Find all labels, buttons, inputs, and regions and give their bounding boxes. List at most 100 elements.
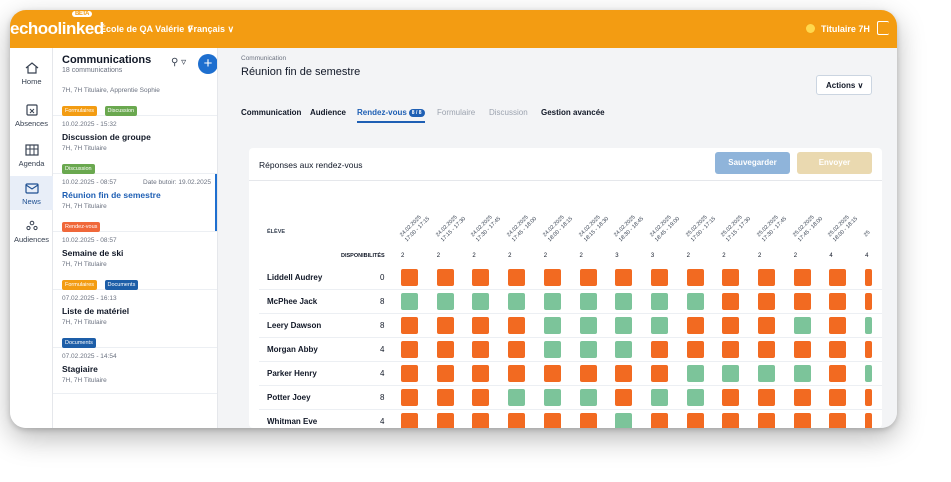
slot-cell-unavailable[interactable]	[615, 365, 633, 382]
slot-cell-unavailable[interactable]	[722, 269, 740, 286]
slot-cell-unavailable[interactable]	[865, 293, 873, 310]
tab-audience[interactable]: Audience	[310, 108, 347, 117]
slot-cell-unavailable[interactable]	[829, 317, 847, 334]
slot-cell-unavailable[interactable]	[686, 413, 704, 428]
slot-cell-available[interactable]	[543, 317, 561, 334]
slot-cell-unavailable[interactable]	[543, 365, 561, 382]
slot-cell-unavailable[interactable]	[508, 341, 526, 358]
search-icon[interactable]: ⚲	[171, 57, 179, 68]
slot-cell-available[interactable]	[650, 389, 668, 406]
slot-cell-available[interactable]	[686, 389, 704, 406]
logout-icon[interactable]	[877, 21, 889, 35]
slot-cell-available[interactable]	[758, 365, 775, 382]
slot-cell-unavailable[interactable]	[579, 269, 597, 286]
save-button[interactable]: Sauvegarder	[715, 152, 790, 174]
slot-cell-unavailable[interactable]	[758, 389, 775, 406]
list-item[interactable]: 10.02.2025 - 08:57 Semaine de ski 7H, 7H…	[53, 232, 217, 290]
send-button[interactable]: Envoyer	[797, 152, 872, 174]
school-selector[interactable]: École de QA Valérie ∨	[100, 24, 194, 34]
slot-cell-unavailable[interactable]	[436, 413, 454, 428]
slot-cell-unavailable[interactable]	[472, 413, 490, 428]
slot-cell-unavailable[interactable]	[436, 365, 454, 382]
slot-cell-unavailable[interactable]	[401, 413, 418, 428]
nav-agenda[interactable]: Agenda	[10, 144, 53, 168]
slot-cell-unavailable[interactable]	[829, 293, 847, 310]
slot-cell-available[interactable]	[579, 317, 597, 334]
slot-cell-unavailable[interactable]	[865, 341, 873, 358]
user-name[interactable]: Titulaire 7H	[821, 24, 870, 34]
slot-cell-unavailable[interactable]	[722, 413, 740, 428]
slot-cell-unavailable[interactable]	[508, 413, 526, 428]
list-item[interactable]: 10.02.2025 - 15:32 Discussion de groupe …	[53, 116, 217, 174]
slot-cell-unavailable[interactable]	[615, 389, 633, 406]
slot-cell-available[interactable]	[686, 365, 704, 382]
slot-cell-unavailable[interactable]	[401, 341, 418, 358]
slot-cell-unavailable[interactable]	[686, 317, 704, 334]
slot-cell-unavailable[interactable]	[508, 365, 526, 382]
slot-cell-available[interactable]	[865, 317, 873, 334]
slot-cell-unavailable[interactable]	[793, 269, 811, 286]
slot-cell-unavailable[interactable]	[758, 413, 775, 428]
slot-cell-unavailable[interactable]	[472, 341, 490, 358]
slot-cell-available[interactable]	[615, 317, 633, 334]
slot-cell-unavailable[interactable]	[401, 389, 418, 406]
slot-cell-unavailable[interactable]	[508, 269, 526, 286]
slot-cell-unavailable[interactable]	[543, 413, 561, 428]
slot-cell-unavailable[interactable]	[865, 389, 873, 406]
slot-cell-unavailable[interactable]	[865, 413, 873, 428]
slot-cell-unavailable[interactable]	[543, 269, 561, 286]
slot-cell-available[interactable]	[508, 389, 526, 406]
slot-cell-unavailable[interactable]	[758, 269, 775, 286]
slot-cell-unavailable[interactable]	[401, 365, 418, 382]
list-item-active[interactable]: 10.02.2025 - 08:57 Date butoir: 19.02.20…	[53, 174, 217, 232]
slot-cell-unavailable[interactable]	[829, 413, 847, 428]
slot-cell-unavailable[interactable]	[579, 365, 597, 382]
slot-cell-unavailable[interactable]	[436, 341, 454, 358]
slot-cell-available[interactable]	[579, 389, 597, 406]
slot-cell-available[interactable]	[793, 317, 811, 334]
slot-cell-unavailable[interactable]	[722, 341, 740, 358]
slot-cell-unavailable[interactable]	[829, 365, 847, 382]
slot-cell-available[interactable]	[615, 341, 633, 358]
slot-cell-unavailable[interactable]	[686, 341, 704, 358]
slot-cell-available[interactable]	[543, 293, 561, 310]
slot-cell-unavailable[interactable]	[401, 317, 418, 334]
slot-cell-unavailable[interactable]	[650, 365, 668, 382]
app-logo[interactable]: echoolinked BETA	[10, 11, 104, 39]
slot-cell-available[interactable]	[472, 293, 490, 310]
slot-cell-unavailable[interactable]	[508, 317, 526, 334]
slot-cell-unavailable[interactable]	[472, 365, 490, 382]
slot-cell-unavailable[interactable]	[650, 413, 668, 428]
slot-cell-unavailable[interactable]	[436, 389, 454, 406]
slot-cell-available[interactable]	[650, 293, 668, 310]
list-item[interactable]: 07.02.2025 - 14:54 Stagiaire 7H, 7H Titu…	[53, 348, 217, 394]
slot-cell-available[interactable]	[579, 293, 597, 310]
slot-cell-available[interactable]	[579, 341, 597, 358]
slot-cell-unavailable[interactable]	[650, 341, 668, 358]
slot-cell-available[interactable]	[543, 341, 561, 358]
tab-gestion-avancee[interactable]: Gestion avancée	[541, 108, 605, 117]
slot-cell-available[interactable]	[615, 413, 633, 428]
slot-cell-available[interactable]	[865, 365, 873, 382]
slot-cell-available[interactable]	[615, 293, 633, 310]
slot-cell-unavailable[interactable]	[829, 341, 847, 358]
nav-news[interactable]: News	[10, 176, 53, 210]
slot-cell-unavailable[interactable]	[472, 317, 490, 334]
add-communication-button[interactable]: +	[198, 54, 217, 74]
slot-cell-unavailable[interactable]	[401, 269, 418, 286]
slot-cell-unavailable[interactable]	[650, 269, 668, 286]
slot-cell-unavailable[interactable]	[686, 269, 704, 286]
language-selector[interactable]: Français ∨	[188, 24, 235, 34]
nav-absences[interactable]: Absences	[10, 104, 53, 128]
slot-cell-unavailable[interactable]	[829, 389, 847, 406]
slot-cell-unavailable[interactable]	[758, 293, 775, 310]
slot-cell-available[interactable]	[436, 293, 454, 310]
slot-cell-available[interactable]	[686, 293, 704, 310]
tab-rendez-vous[interactable]: Rendez-vous 8 / 8	[357, 108, 425, 123]
filter-icon[interactable]: ▿	[181, 57, 187, 68]
slot-cell-unavailable[interactable]	[758, 341, 775, 358]
list-item[interactable]: 07.02.2025 - 16:13 Liste de matériel 7H,…	[53, 290, 217, 348]
slot-cell-unavailable[interactable]	[615, 269, 633, 286]
slot-cell-unavailable[interactable]	[793, 389, 811, 406]
slot-cell-unavailable[interactable]	[579, 413, 597, 428]
